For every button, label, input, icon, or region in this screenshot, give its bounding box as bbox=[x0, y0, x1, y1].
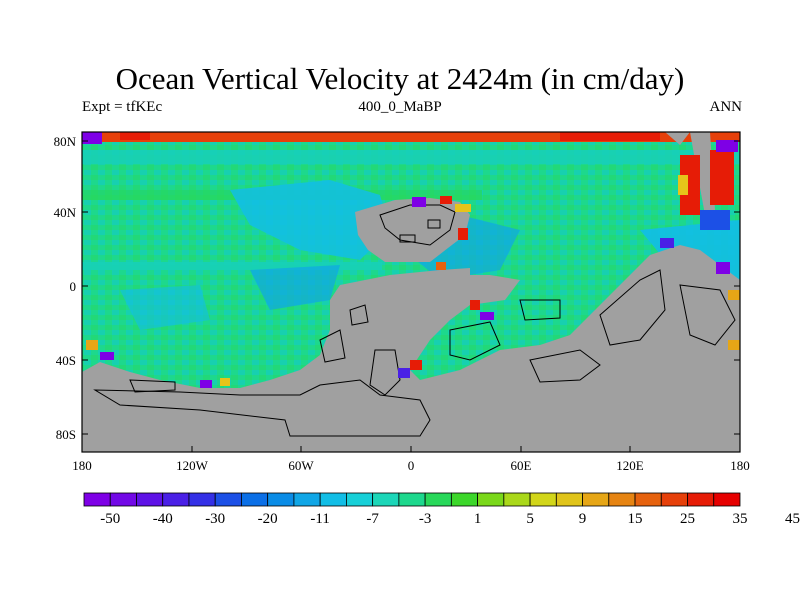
colorbar-labels: -50 -40 -30 -20 -11 -7 -3 1 5 9 15 25 35 45 bbox=[100, 511, 800, 527]
x-tick-label: 60W bbox=[288, 458, 314, 473]
colorbar-label: -50 bbox=[100, 511, 120, 527]
colorbar-box bbox=[319, 492, 347, 507]
x-tick-label: 180 bbox=[72, 458, 92, 473]
map-field bbox=[82, 132, 740, 452]
x-ticks bbox=[81, 446, 741, 452]
y-tick-label: 80S bbox=[56, 427, 76, 442]
colorbar-box bbox=[477, 492, 505, 507]
colorbar-box bbox=[582, 492, 610, 507]
x-tick-label: 120E bbox=[616, 458, 644, 473]
terrane-outlines bbox=[93, 204, 736, 437]
y-tick-label: 0 bbox=[70, 279, 77, 294]
colorbar-box bbox=[293, 492, 321, 507]
colorbar-label: -7 bbox=[366, 511, 379, 527]
colorbar-box bbox=[83, 492, 111, 507]
colorbar-box bbox=[608, 492, 636, 507]
y-tick-label: 40N bbox=[54, 205, 77, 220]
colorbar-label: 9 bbox=[579, 511, 587, 527]
colorbar-box bbox=[634, 492, 662, 507]
y-tick-labels: 80N 40N 0 40S 80S bbox=[54, 134, 77, 442]
colorbar-label: -40 bbox=[153, 511, 173, 527]
x-tick-label: 120W bbox=[176, 458, 209, 473]
colorbar-box bbox=[162, 492, 190, 507]
colorbar-box bbox=[372, 492, 400, 507]
colorbar-label: 1 bbox=[474, 511, 482, 527]
y-tick-label: 40S bbox=[56, 353, 76, 368]
polar-band bbox=[82, 132, 740, 142]
colorbar-label: -11 bbox=[310, 511, 329, 527]
colorbar-box bbox=[450, 492, 478, 507]
plot-title: Ocean Vertical Velocity at 2424m (in cm/… bbox=[115, 61, 685, 96]
x-tick-label: 180 bbox=[730, 458, 750, 473]
colorbar-box bbox=[687, 492, 715, 507]
colorbar-box bbox=[345, 492, 374, 507]
colorbar-box bbox=[267, 492, 295, 507]
colorbar-box bbox=[241, 492, 269, 507]
colorbar-box bbox=[503, 492, 531, 507]
colorbar-box bbox=[555, 492, 583, 507]
colorbar-box bbox=[660, 492, 688, 507]
colorbar-box bbox=[136, 492, 164, 507]
colorbar-label: -30 bbox=[205, 511, 225, 527]
y-tick-label: 80N bbox=[54, 134, 77, 149]
x-tick-label: 60E bbox=[511, 458, 532, 473]
colorbar-label: 25 bbox=[680, 511, 695, 527]
colorbar-box bbox=[398, 492, 426, 507]
colorbar-label: 35 bbox=[733, 511, 748, 527]
colorbar-label: 15 bbox=[628, 511, 643, 527]
experiment-label: Expt = tfKEc bbox=[82, 99, 163, 115]
colorbar-label: -20 bbox=[258, 511, 278, 527]
colorbar-box bbox=[713, 492, 741, 507]
time-label: 400_0_MaBP bbox=[358, 99, 442, 115]
coastal-extremes bbox=[86, 140, 740, 388]
x-tick-label: 0 bbox=[408, 458, 415, 473]
season-label: ANN bbox=[709, 99, 743, 115]
colorbar-box bbox=[188, 492, 216, 507]
colorbar-box bbox=[529, 492, 557, 507]
colorbar-label: -3 bbox=[419, 511, 432, 527]
colorbar-label: 5 bbox=[526, 511, 534, 527]
colorbar bbox=[83, 492, 741, 507]
x-tick-labels: 180 120W 60W 0 60E 120E 180 bbox=[72, 458, 750, 473]
colorbar-box bbox=[424, 492, 452, 507]
y-ticks bbox=[82, 140, 740, 435]
colorbar-box bbox=[214, 492, 242, 507]
patch bbox=[230, 180, 390, 260]
colorbar-label: 45 bbox=[785, 511, 800, 527]
colorbar-box bbox=[109, 492, 137, 507]
